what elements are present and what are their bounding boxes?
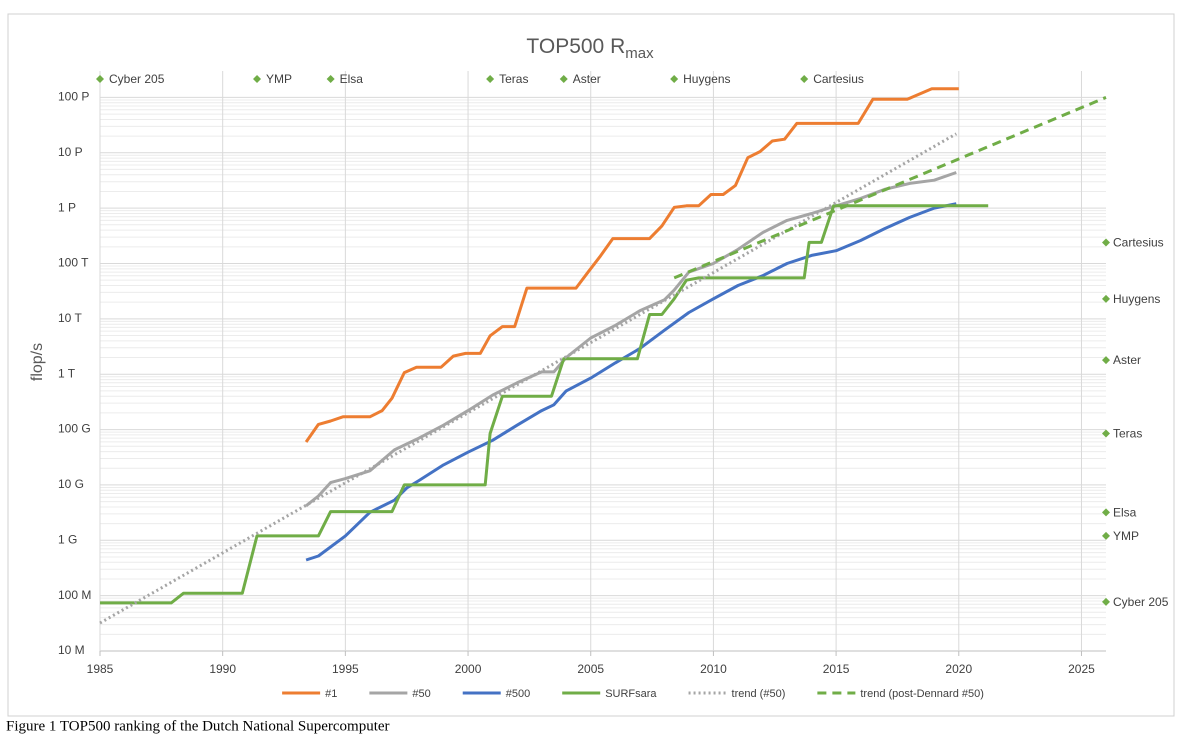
y-tick-label: 10 P [58, 145, 83, 159]
legend-label: #500 [506, 688, 530, 700]
y-tick-label: 1 P [58, 200, 76, 214]
legend-label: trend (#50) [732, 688, 786, 700]
y-tick-label: 100 G [58, 422, 91, 436]
legend-item: #50 [369, 688, 431, 700]
legend-label: #1 [325, 688, 337, 700]
machine-label: Huygens [683, 72, 730, 86]
y-tick-label: 10 T [58, 311, 82, 325]
machine-rmax-marker [1102, 429, 1110, 438]
series-line [99, 132, 958, 625]
title-subscript: max [625, 45, 654, 62]
machine-rmax-marker [1102, 238, 1110, 247]
machine-label: Teras [499, 72, 528, 86]
machine-label: YMP [1113, 529, 1139, 543]
machine-label: Teras [1113, 427, 1142, 441]
machine-label: Cartesius [1113, 236, 1164, 250]
series-line [100, 204, 989, 605]
machine-rmax-marker [1102, 356, 1110, 365]
chart-title: TOP500 Rmax [526, 35, 654, 62]
legend-item: trend (#50) [688, 688, 786, 700]
y-tick-label: 10 M [58, 643, 85, 657]
legend-item: #500 [462, 688, 530, 700]
machine-rmax-marker [1102, 294, 1110, 303]
machine-rmax-marker [1102, 508, 1110, 517]
machine-rmax-marker [1102, 597, 1110, 606]
x-tick-label: 2020 [945, 662, 972, 676]
y-axis-label: flop/s [29, 343, 46, 381]
legend-item: #1 [282, 688, 337, 700]
x-tick-label: 1990 [209, 662, 236, 676]
legend-item: trend (post-Dennard #50) [817, 688, 984, 700]
y-tick-label: 1 T [58, 366, 76, 380]
y-tick-label: 100 P [58, 90, 89, 104]
machine-label: Cartesius [813, 72, 864, 86]
series-line [304, 87, 959, 443]
x-tick-label: 2015 [823, 662, 850, 676]
machine-label: Aster [1113, 353, 1141, 367]
legend-label: SURFsara [605, 688, 657, 700]
machine-label: Huygens [1113, 292, 1160, 306]
y-tick-label: 100 T [58, 256, 89, 270]
machine-year-marker [326, 75, 335, 83]
grid [99, 71, 1106, 652]
y-tick-label: 10 G [58, 477, 84, 491]
machine-label: Aster [573, 72, 601, 86]
machine-label: YMP [266, 72, 292, 86]
series-line [305, 202, 957, 562]
machine-rmax-marker [1102, 531, 1110, 540]
x-tick-label: 2000 [455, 662, 482, 676]
y-tick-label: 1 G [58, 532, 77, 546]
title-main: TOP500 R [526, 35, 625, 58]
machine-year-marker [800, 75, 809, 83]
series-line [673, 96, 1107, 280]
machine-year-marker [96, 75, 104, 83]
legend-label: #50 [412, 688, 430, 700]
machine-year-marker [559, 75, 568, 83]
caption: Figure 1 TOP500 ranking of the Dutch Nat… [6, 718, 390, 734]
machine-label: Cyber 205 [1113, 595, 1169, 609]
machine-label: Elsa [1113, 505, 1137, 519]
x-tick-label: 2010 [700, 662, 727, 676]
x-tick-label: 2025 [1068, 662, 1095, 676]
x-tick-label: 2005 [577, 662, 604, 676]
machine-year-marker [670, 75, 679, 83]
machine-year-marker [486, 75, 495, 83]
x-tick-label: 1985 [87, 662, 114, 676]
legend-item: SURFsara [562, 688, 657, 700]
machine-label: Elsa [340, 72, 364, 86]
machine-label: Cyber 205 [109, 72, 165, 86]
y-tick-label: 100 M [58, 588, 91, 602]
x-tick-label: 1995 [332, 662, 359, 676]
legend-label: trend (post-Dennard #50) [860, 688, 984, 700]
machine-year-marker [253, 75, 262, 83]
